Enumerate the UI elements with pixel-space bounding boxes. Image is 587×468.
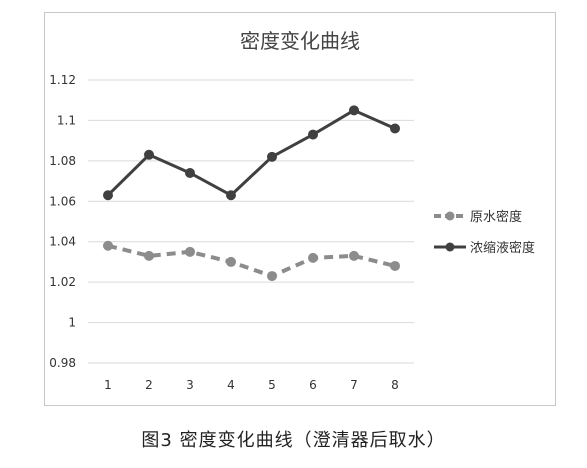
y-tick-label: 1.08 [49, 154, 76, 168]
data-point [308, 129, 318, 140]
series-layer [103, 105, 400, 282]
figure-caption: 图3 密度变化曲线（澄清器后取水） [141, 430, 446, 451]
x-tick-label: 6 [309, 378, 317, 392]
data-point [144, 250, 154, 261]
data-point [349, 250, 359, 261]
legend-label: 浓缩液密度 [470, 240, 535, 256]
chart-frame [44, 12, 556, 406]
data-point [390, 260, 400, 271]
legend-label: 原水密度 [470, 209, 522, 225]
y-tick-label: 1 [68, 316, 76, 330]
legend-swatch-marker [445, 242, 455, 252]
data-point [185, 167, 195, 178]
data-point [390, 123, 400, 134]
y-tick-label: 1.04 [49, 235, 76, 249]
series-1 [103, 240, 400, 282]
y-tick-label: 1.12 [49, 73, 76, 87]
x-tick-label: 1 [104, 378, 112, 392]
x-tick-label: 8 [391, 378, 399, 392]
legend-item: 原水密度 [434, 209, 522, 225]
legend-swatch-marker [445, 211, 455, 221]
data-point [226, 190, 236, 201]
data-point [144, 149, 154, 160]
data-point [308, 252, 318, 263]
x-tick-label: 3 [186, 378, 194, 392]
data-point [267, 151, 277, 162]
series-line [107, 243, 396, 279]
x-axis-ticks: 1 2 3 4 5 6 7 8 [104, 378, 399, 392]
chart-title: 密度变化曲线 [240, 29, 360, 53]
series-2 [103, 105, 400, 201]
data-point [185, 246, 195, 257]
data-point [103, 190, 113, 201]
y-tick-label: 1.1 [57, 113, 76, 127]
data-point [103, 240, 113, 251]
x-tick-label: 4 [227, 378, 235, 392]
y-tick-label: 1.06 [49, 194, 76, 208]
x-tick-label: 2 [145, 378, 153, 392]
data-point [226, 256, 236, 267]
x-tick-label: 5 [268, 378, 276, 392]
y-axis-ticks: 0.98 1 1.02 1.04 1.06 1.08 1.1 1.12 [49, 73, 76, 370]
gridlines [88, 79, 414, 364]
y-tick-label: 0.98 [49, 356, 76, 370]
data-point [349, 105, 359, 116]
y-tick-label: 1.02 [49, 275, 76, 289]
x-tick-label: 7 [350, 378, 358, 392]
data-point [267, 271, 277, 282]
series-line [106, 108, 396, 197]
legend-item: 浓缩液密度 [434, 240, 535, 256]
